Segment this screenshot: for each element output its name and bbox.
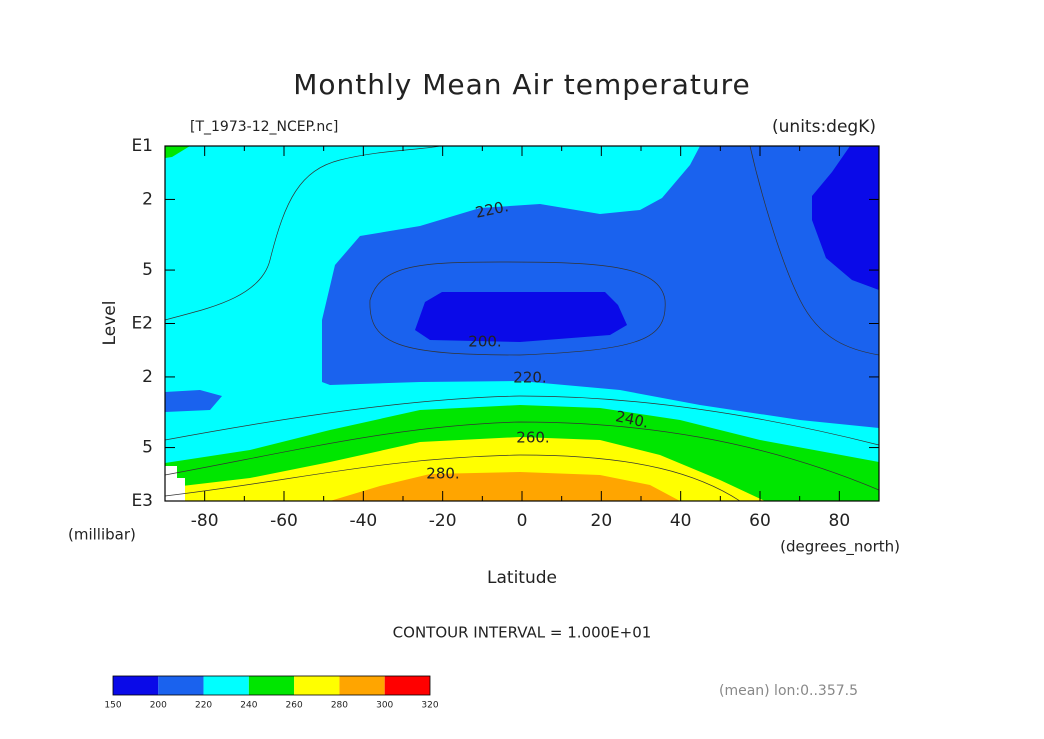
contour-line — [749, 146, 879, 356]
chart-title: Monthly Mean Air temperature — [293, 68, 751, 101]
contour-line — [165, 454, 741, 501]
contour-line — [165, 146, 441, 321]
contour-band — [165, 146, 190, 158]
colorbar-swatch — [248, 676, 295, 695]
colorbar-label: 220 — [195, 701, 212, 711]
x-tick-label: 0 — [517, 511, 528, 531]
y-tick-label: 5 — [142, 438, 153, 458]
y-tick-label: E1 — [131, 136, 153, 156]
missing-data — [165, 478, 185, 501]
contour-label: 200. — [468, 333, 501, 351]
colorbar-swatch — [294, 676, 340, 695]
y-tick-label: 5 — [142, 260, 153, 280]
colorbar-label: 320 — [421, 701, 438, 711]
y-tick-label: E2 — [131, 314, 153, 334]
x-tick-label: 20 — [591, 511, 613, 531]
y-tick-label: 2 — [142, 189, 153, 209]
file-name: [T_1973-12_NCEP.nc] — [190, 119, 338, 135]
contour-band — [165, 390, 222, 412]
colorbar-label: 240 — [240, 701, 257, 711]
contour-interval: CONTOUR INTERVAL = 1.000E+01 — [393, 624, 652, 642]
x-tick-label: -60 — [270, 511, 298, 531]
contour-band — [812, 146, 879, 290]
x-tick-label: -80 — [191, 511, 219, 531]
colorbar-swatch — [339, 676, 385, 695]
x-axis-unit: (degrees_north) — [780, 538, 900, 557]
contour-label: 260. — [516, 429, 549, 447]
footer-note: (mean) lon:0..357.5 — [719, 683, 858, 699]
units: (units:degK) — [772, 117, 876, 137]
x-tick-label: 80 — [829, 511, 851, 531]
x-axis-label: Latitude — [487, 568, 557, 588]
contour-label: 280. — [426, 465, 459, 483]
colorbar-swatch — [203, 676, 249, 695]
contour-line — [165, 421, 879, 491]
y-axis-unit: (millibar) — [68, 526, 136, 544]
x-tick-label: -20 — [429, 511, 457, 531]
contour-line — [369, 261, 666, 356]
y-tick-label: E3 — [131, 491, 153, 511]
contour-label: 220. — [513, 369, 546, 387]
colorbar-swatch — [113, 676, 159, 695]
colorbar-label: 150 — [104, 701, 121, 711]
colorbar-label: 300 — [376, 701, 393, 711]
plot-area: 220.200.220.240.260.280. — [164, 145, 880, 502]
fields: 220.200.220.240.260.280. — [165, 146, 879, 501]
y-axis-label: Level — [100, 301, 120, 346]
x-tick-label: -40 — [349, 511, 377, 531]
contour-band — [415, 292, 627, 342]
x-tick-label: 60 — [749, 511, 771, 531]
contour-line — [165, 395, 879, 446]
colorbar-swatch — [384, 676, 430, 695]
colorbar-label: 200 — [150, 701, 167, 711]
contour-band — [330, 472, 680, 501]
x-tick-label: 40 — [670, 511, 692, 531]
colorbar-label: 280 — [331, 701, 348, 711]
contour-band — [322, 146, 879, 428]
colorbar-frame — [112, 675, 431, 696]
y-tick-label: 2 — [142, 367, 153, 387]
colorbar-label: 260 — [286, 701, 303, 711]
colorbar-swatch — [158, 676, 204, 695]
